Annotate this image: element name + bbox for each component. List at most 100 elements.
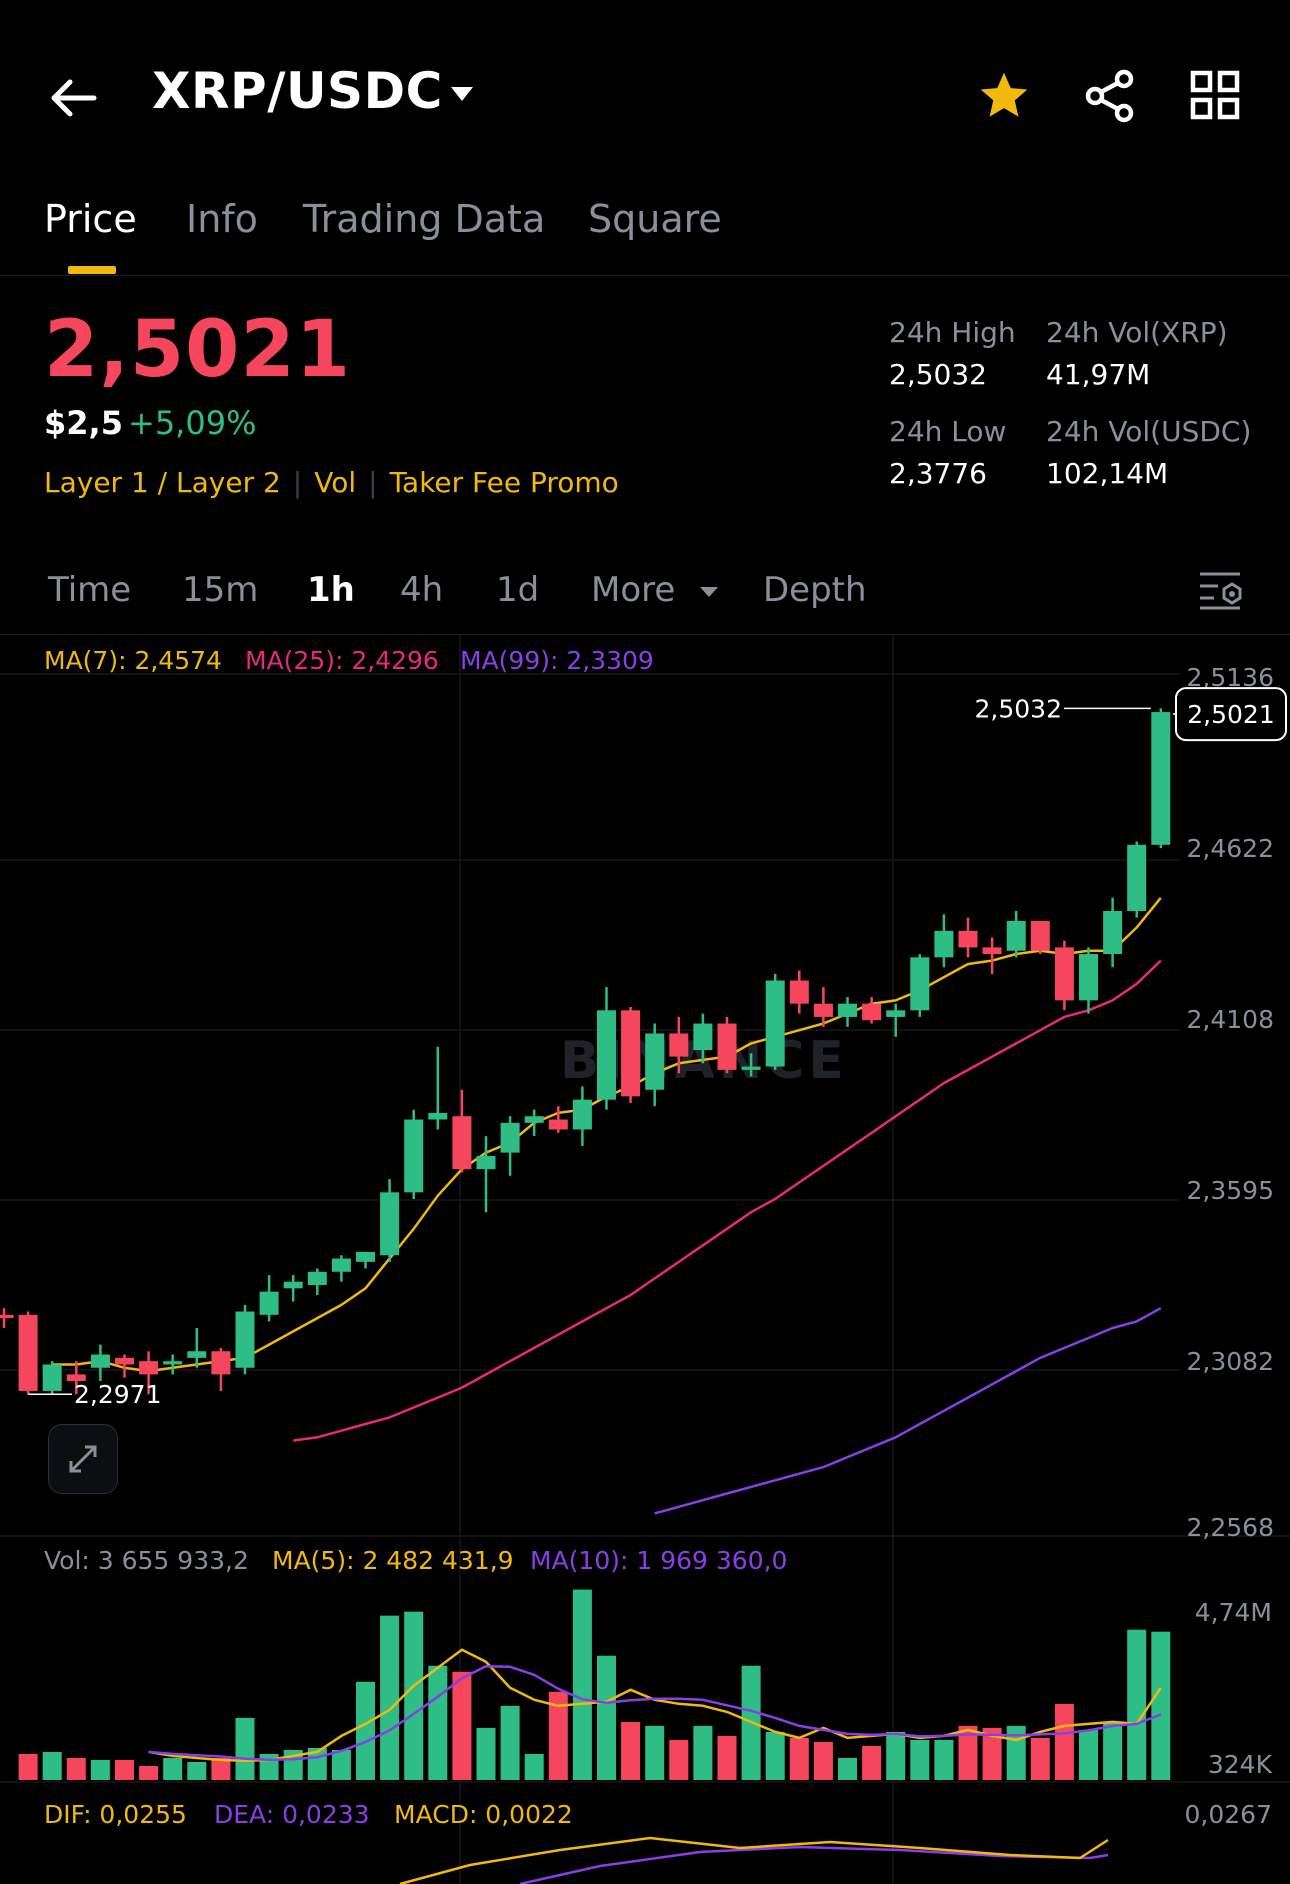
candle-body	[838, 1003, 857, 1017]
tag-layer[interactable]: Layer 1 / Layer 2	[44, 466, 281, 499]
candle-body	[862, 1003, 882, 1021]
chart-settings-button[interactable]	[1198, 570, 1244, 616]
volume-bar	[66, 1757, 86, 1780]
caret-down-icon	[451, 87, 473, 101]
stat-vol-usdc-value: 102,14M	[1046, 457, 1169, 490]
volume-bar	[645, 1725, 665, 1780]
volume-bar	[90, 1759, 110, 1780]
candle-body	[548, 1119, 568, 1130]
fullscreen-button[interactable]	[48, 1424, 118, 1494]
macd-dea-line	[519, 1845, 1109, 1884]
ma99-line	[654, 1307, 1162, 1515]
candle-body	[982, 947, 1002, 955]
candle-body	[235, 1311, 255, 1368]
volume-bar	[1054, 1703, 1074, 1780]
ma99-legend: MA(99): 2,3309	[460, 646, 654, 675]
candle-body	[476, 1155, 496, 1170]
macd-dif-legend: DIF: 0,0255	[44, 1800, 187, 1829]
favorite-button[interactable]	[976, 68, 1032, 128]
volume-bar	[958, 1725, 978, 1780]
tab-square[interactable]: Square	[588, 197, 722, 241]
pair-selector[interactable]	[448, 84, 476, 108]
candle-body	[307, 1271, 327, 1286]
star-icon	[980, 72, 1028, 117]
tf-depth[interactable]: Depth	[763, 570, 867, 610]
volume-bar	[934, 1739, 954, 1780]
tf-more[interactable]: More	[591, 570, 676, 610]
candle-body	[0, 1314, 14, 1319]
volume-bar	[982, 1727, 1002, 1780]
candle-body	[886, 1010, 906, 1017]
tf-time[interactable]: Time	[48, 570, 132, 610]
layout-button[interactable]	[1190, 70, 1240, 124]
volume-bar	[1151, 1631, 1171, 1780]
candle-body	[1127, 844, 1147, 911]
volume-bar	[331, 1749, 351, 1780]
volume-bar	[452, 1671, 472, 1780]
candle-body	[910, 957, 930, 1011]
current-price-label: 2,5021	[1187, 700, 1274, 729]
vol-ma10-legend: MA(10): 1 969 360,0	[530, 1546, 788, 1575]
volume-bar	[813, 1741, 833, 1780]
tab-trading-data[interactable]: Trading Data	[303, 197, 546, 241]
caret-down-icon	[700, 587, 718, 597]
candle-body	[958, 930, 978, 948]
expand-icon	[69, 1445, 97, 1473]
ma25-legend: MA(25): 2,4296	[245, 646, 439, 675]
tf-1h[interactable]: 1h	[307, 570, 355, 610]
candle-body	[283, 1281, 303, 1289]
pair-title[interactable]: XRP/USDC	[152, 62, 443, 120]
volume-bar	[356, 1681, 375, 1780]
volume-bar	[235, 1717, 255, 1780]
low-marker-label: 2,2971	[74, 1380, 161, 1409]
volume-bar	[187, 1761, 207, 1780]
volume-bar	[1030, 1737, 1050, 1780]
volume-bar	[1127, 1629, 1147, 1780]
volume-bar	[910, 1739, 930, 1780]
tag-vol[interactable]: Vol	[314, 466, 357, 499]
candle-body	[645, 1033, 665, 1090]
tf-more-caret	[698, 584, 720, 603]
tab-price[interactable]: Price	[44, 197, 137, 241]
candle-body	[163, 1361, 183, 1365]
active-tab-indicator	[68, 266, 116, 274]
stat-high-label: 24h High	[889, 316, 1016, 349]
stat-vol-usdc-label: 24h Vol(USDC)	[1046, 415, 1252, 448]
volume-bar	[693, 1725, 713, 1780]
grid-icon	[1190, 70, 1240, 120]
back-button[interactable]	[46, 70, 102, 126]
volume-bar	[404, 1611, 424, 1780]
tf-4h[interactable]: 4h	[400, 570, 444, 610]
price-axis-label: 2,4622	[1187, 834, 1274, 863]
volume-bar	[139, 1765, 159, 1780]
volume-bar	[42, 1751, 62, 1780]
candle-body	[717, 1023, 737, 1070]
tag-separator: |	[292, 466, 303, 499]
candle-body	[211, 1351, 231, 1375]
volume-bar	[886, 1731, 906, 1780]
stat-vol-xrp-label: 24h Vol(XRP)	[1046, 316, 1228, 349]
candle-body	[380, 1192, 400, 1256]
volume-bar	[524, 1753, 544, 1780]
candle-body	[1054, 947, 1074, 1001]
timeframe-divider	[0, 634, 1290, 635]
macd-dif-line	[399, 1836, 1109, 1884]
price-axis-label: 2,4108	[1187, 1005, 1274, 1034]
share-button[interactable]	[1082, 68, 1138, 128]
stat-high-value: 2,5032	[889, 358, 987, 391]
tf-1d[interactable]: 1d	[496, 570, 540, 610]
last-price: 2,5021	[44, 305, 351, 395]
volume-bar	[717, 1735, 737, 1780]
price-chart[interactable]: BINANCE 2,51362,46222,41082,35952,30822,…	[0, 634, 1290, 1884]
tf-15m[interactable]: 15m	[182, 570, 259, 610]
volume-bar	[838, 1757, 857, 1780]
candle-body	[18, 1314, 38, 1391]
chart-settings-icon	[1200, 572, 1242, 610]
high-marker-label: 2,5032	[975, 694, 1062, 723]
tag-promo[interactable]: Taker Fee Promo	[389, 466, 619, 499]
volume-bar	[548, 1691, 568, 1780]
tab-info[interactable]: Info	[186, 197, 258, 241]
price-axis-label: 2,2568	[1187, 1513, 1274, 1542]
macd-axis-top: 0,0267	[1184, 1800, 1272, 1829]
candle-body	[42, 1364, 62, 1391]
